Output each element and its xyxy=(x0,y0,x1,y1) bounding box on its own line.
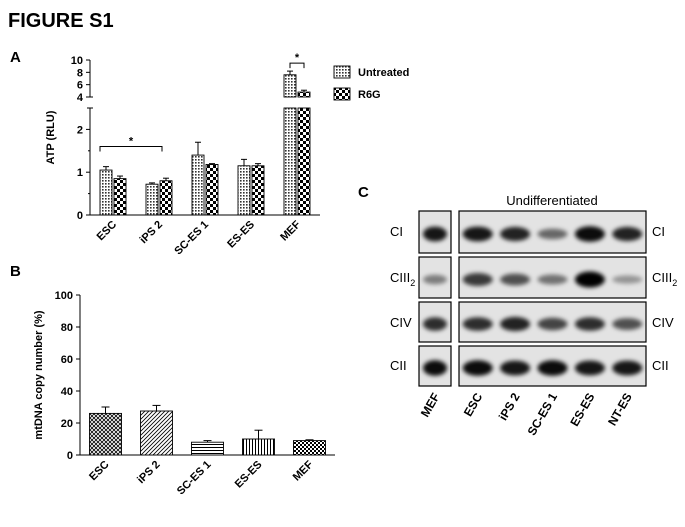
y-tick-label-b: 20 xyxy=(61,418,73,430)
blot-band xyxy=(423,274,447,285)
legend-label: R6G xyxy=(358,89,381,101)
x-tick-label-a: ES-ES xyxy=(225,219,257,251)
bar xyxy=(191,441,224,456)
blot-label-right: CII xyxy=(652,358,669,373)
y-tick-label-b: 40 xyxy=(61,386,73,398)
y-tick-label-a: 2 xyxy=(77,124,83,136)
blot-lane-label: NT-ES xyxy=(605,391,635,429)
x-tick-label-b: SC-ES 1 xyxy=(175,459,214,498)
bar xyxy=(205,164,219,216)
y-axis-label-b: mtDNA copy number (%) xyxy=(33,310,45,439)
blot-header: Undifferentiated xyxy=(506,193,598,208)
bar xyxy=(283,74,297,98)
blot-label-left: CI xyxy=(390,224,403,239)
blot-band xyxy=(574,360,605,376)
blot-band xyxy=(423,226,447,242)
x-tick-label-b: ESC xyxy=(87,459,112,484)
bar xyxy=(297,107,311,216)
y-tick-label-a: 1 xyxy=(77,167,83,179)
legend-swatch xyxy=(333,87,351,101)
blot-band xyxy=(537,317,568,331)
bar xyxy=(242,438,275,456)
x-tick-label-a: iPS 2 xyxy=(138,219,166,247)
bar xyxy=(283,107,297,216)
blot-band xyxy=(500,226,531,242)
x-tick-label-b: iPS 2 xyxy=(135,459,163,487)
y-tick-label-a: 10 xyxy=(71,55,83,67)
y-tick-label-a: 0 xyxy=(77,210,83,222)
x-tick-label-a: ESC xyxy=(95,219,120,244)
bar xyxy=(237,165,251,216)
blot-band xyxy=(462,360,493,376)
blot-band xyxy=(537,228,568,240)
y-tick-label-a: 4 xyxy=(77,92,84,104)
subscript: 2 xyxy=(672,278,677,288)
blot-band xyxy=(537,360,568,376)
blot-band xyxy=(462,273,493,286)
blot-label-left: CIV xyxy=(390,315,412,330)
subscript: 2 xyxy=(410,278,415,288)
blot-lane-label: ESC xyxy=(461,390,486,419)
blot-band xyxy=(612,275,643,284)
bar xyxy=(113,178,127,216)
x-tick-label-a: MEF xyxy=(278,218,303,243)
blot-band xyxy=(574,317,605,331)
panel-b-label: B xyxy=(10,263,21,280)
blot-label-left: CII xyxy=(390,358,407,373)
blot-band xyxy=(574,226,605,242)
blot-band xyxy=(500,316,531,332)
panel-a-label: A xyxy=(10,49,21,66)
blot-label-right: CI xyxy=(652,224,665,239)
y-tick-label-a: 8 xyxy=(77,67,83,79)
bar xyxy=(99,169,113,216)
y-axis-label-a: ATP (RLU) xyxy=(45,110,57,164)
blot-band xyxy=(423,317,447,331)
blot-label-right: CIII2 xyxy=(652,270,677,288)
y-tick-label-b: 0 xyxy=(67,450,73,462)
legend-swatch xyxy=(333,65,351,79)
blot-band xyxy=(500,273,531,286)
blot-label-right: CIV xyxy=(652,315,674,330)
significance-star: * xyxy=(295,52,300,64)
significance-star: * xyxy=(129,136,134,148)
bar xyxy=(191,154,205,216)
blot-band xyxy=(612,226,643,242)
blot-lane-label: iPS 2 xyxy=(496,390,523,423)
western-blot: Undifferentiated CI CI CIII2 CIII2 CIV CIV CII C… xyxy=(390,193,677,438)
significance-bracket xyxy=(99,146,163,152)
significance-bracket xyxy=(289,62,305,69)
blot-lane-label: MEF xyxy=(418,391,443,420)
blot-lane-label: SC-ES 1 xyxy=(525,390,561,438)
bar xyxy=(159,180,173,216)
bar xyxy=(140,410,173,456)
blot-band xyxy=(462,317,493,331)
bar xyxy=(145,183,159,216)
blot-band xyxy=(462,226,493,242)
blot-band xyxy=(423,360,447,376)
y-tick-label-a: 6 xyxy=(77,80,83,92)
blot-band xyxy=(612,318,643,330)
y-tick-label-b: 60 xyxy=(61,354,73,366)
blot-band xyxy=(574,271,605,288)
blot-band xyxy=(537,274,568,285)
x-tick-label-a: SC-ES 1 xyxy=(172,219,211,258)
bar xyxy=(89,412,122,456)
bar xyxy=(251,165,265,216)
y-tick-label-b: 100 xyxy=(55,290,73,302)
figure-title: FIGURE S1 xyxy=(8,10,114,32)
panel-c-label: C xyxy=(358,184,369,201)
chart-b: 0 20 40 60 80 100 mtDNA copy number (%) ESC iPS … xyxy=(33,290,335,497)
x-tick-label-b: MEF xyxy=(291,458,316,483)
blot-band xyxy=(612,360,643,376)
blot-lane-label: ES-ES xyxy=(567,391,597,429)
bar xyxy=(297,91,311,98)
x-tick-label-b: ES-ES xyxy=(233,459,265,491)
bar xyxy=(293,440,326,456)
blot-band xyxy=(500,360,531,376)
y-tick-label-b: 80 xyxy=(61,322,73,334)
blot-label-left: CIII2 xyxy=(390,270,415,288)
legend-label: Untreated xyxy=(358,67,409,79)
